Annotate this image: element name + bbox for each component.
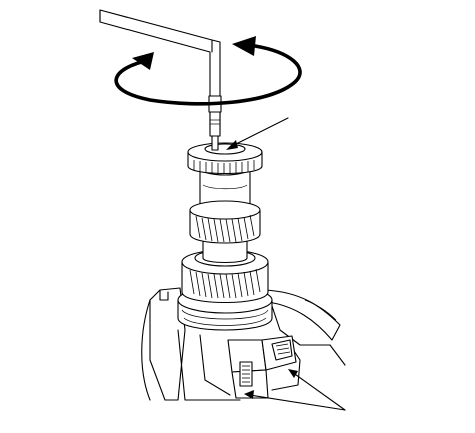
clockwise-rotation-arrow-icon xyxy=(114,36,302,106)
gear-upper xyxy=(189,200,261,244)
holding-fixture xyxy=(227,335,297,399)
bearing-retainer-nut xyxy=(187,142,263,175)
callout-leader-fixture xyxy=(244,369,346,411)
transmission-case xyxy=(141,287,346,401)
callout-leader-nut xyxy=(226,117,289,150)
hex-key-tool xyxy=(99,9,222,151)
